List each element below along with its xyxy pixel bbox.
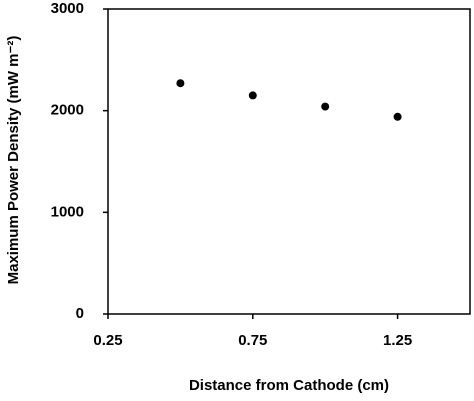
- x-axis-title: Distance from Cathode (cm): [189, 377, 389, 394]
- y-tick-label: 1000: [51, 203, 84, 220]
- y-axis-title: Maximum Power Density (mW m⁻²): [5, 36, 22, 285]
- data-point: [393, 112, 402, 121]
- data-point: [321, 102, 330, 111]
- y-tick-label: 0: [76, 305, 84, 322]
- data-point: [248, 91, 257, 100]
- x-tick-label: 1.25: [383, 332, 412, 349]
- x-tick-label: 0.25: [93, 332, 122, 349]
- y-tick-label: 2000: [51, 102, 84, 119]
- x-tick-label: 0.75: [238, 332, 267, 349]
- data-point: [176, 79, 185, 88]
- plot-frame: [107, 8, 471, 315]
- y-tick-label: 3000: [51, 0, 84, 17]
